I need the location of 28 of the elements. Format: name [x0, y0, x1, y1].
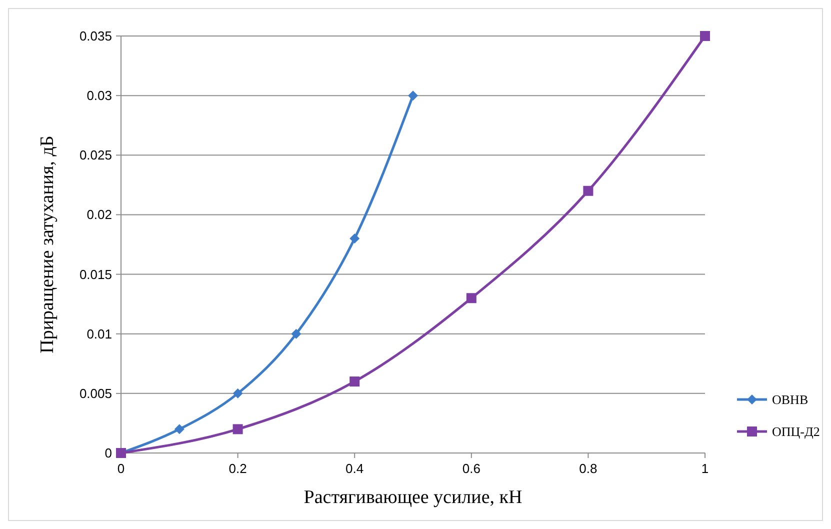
legend-label: ОВНВ	[772, 392, 808, 407]
x-tick-label: 0.8	[579, 461, 598, 476]
x-tick-label: 1	[701, 461, 709, 476]
legend-label: ОПЦ-Д2	[772, 424, 820, 439]
y-tick-label: 0.035	[79, 28, 112, 44]
x-tick-label: 0.4	[346, 461, 364, 476]
x-tick-label: 0.2	[228, 461, 247, 476]
y-tick-label: 0.02	[86, 207, 112, 222]
y-tick-label: 0	[104, 446, 112, 460]
point	[583, 186, 594, 196]
point	[350, 234, 360, 244]
point	[350, 376, 360, 387]
y-axis-title: Приращение затухания, дБ	[37, 136, 58, 354]
x-tick-label: 0.6	[462, 461, 480, 476]
x-axis-title: Растягивающее усилие, кН	[304, 487, 522, 508]
point	[700, 31, 710, 41]
point	[408, 90, 418, 101]
point	[232, 424, 243, 434]
y-tick-label: 0.005	[79, 386, 112, 401]
point	[291, 328, 302, 339]
point	[232, 388, 243, 398]
y-tick-label: 0.015	[79, 266, 112, 282]
point	[174, 424, 184, 434]
y-tick-label: 0.01	[86, 326, 112, 342]
y-tick-label: 0.025	[79, 148, 112, 163]
x-tick-label: 0	[117, 461, 125, 476]
point	[466, 293, 476, 304]
y-tick-label: 0.03	[86, 88, 112, 104]
